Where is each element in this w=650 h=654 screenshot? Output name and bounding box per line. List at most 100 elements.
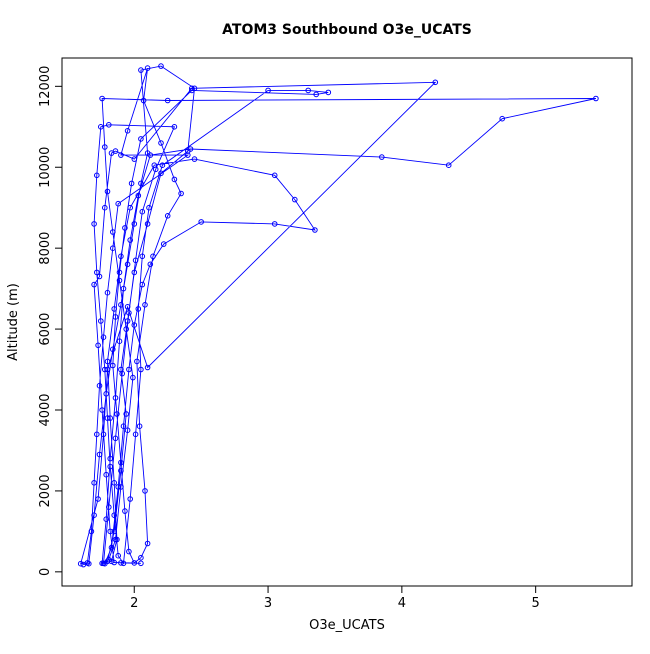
data-point [126, 548, 132, 555]
data-point [100, 560, 107, 567]
data-point [171, 124, 178, 130]
data-point [95, 342, 101, 349]
data-point [138, 554, 144, 561]
data-point [124, 304, 131, 310]
data-point [122, 225, 128, 231]
data-point [110, 362, 116, 369]
plot-box [61, 57, 633, 587]
data-point [191, 156, 198, 162]
data-point [100, 334, 107, 341]
data-point [135, 306, 142, 312]
data-point [124, 318, 131, 324]
x-tick-label: 3 [264, 596, 272, 611]
data-point [106, 122, 112, 128]
data-point [118, 560, 124, 566]
data-point [499, 115, 506, 122]
data-point [139, 208, 146, 215]
data-point [171, 176, 178, 183]
data-point [305, 87, 312, 94]
data-point [114, 411, 120, 417]
data-point [112, 314, 119, 320]
data-point [118, 484, 124, 490]
data-point [106, 504, 112, 510]
data-point [110, 346, 116, 353]
data-point [122, 508, 128, 514]
data-point [107, 455, 113, 462]
ticks-layer: 2 3 4 5 0 2000 4000 6000 8000 10000 12000 [38, 66, 540, 611]
data-point [111, 512, 117, 519]
data-point [118, 459, 124, 466]
data-point [111, 559, 117, 566]
data-point [99, 95, 105, 102]
data-point [313, 91, 320, 98]
data-point [127, 496, 133, 502]
data-point [265, 87, 271, 94]
data-point [96, 382, 103, 389]
data-point [130, 374, 136, 381]
data-point [115, 484, 121, 490]
data-point [131, 221, 138, 227]
data-point [159, 162, 166, 168]
data-point [152, 166, 159, 173]
data-point [126, 366, 132, 373]
x-axis-label: O3e_UCATS [309, 618, 385, 633]
data-polyline [80, 65, 596, 566]
data-point [144, 540, 151, 547]
y-tick-label: 6000 [38, 313, 53, 346]
data-point [107, 528, 113, 535]
x-tick-label: 2 [130, 596, 138, 611]
y-tick-label: 12000 [38, 66, 53, 107]
data-point [147, 261, 154, 268]
data-point [84, 560, 91, 566]
data-point [132, 431, 139, 438]
data-point [144, 364, 151, 371]
data-point [104, 358, 111, 365]
data-point [116, 338, 123, 345]
data-point [104, 366, 111, 373]
y-tick-label: 8000 [38, 232, 53, 265]
data-point [178, 190, 184, 197]
data-point [189, 85, 195, 92]
data-point [124, 261, 131, 268]
data-point [112, 536, 119, 543]
data-point [116, 277, 123, 284]
data-point [139, 253, 146, 260]
data-point [164, 97, 171, 104]
series-layer [77, 63, 599, 568]
data-point [99, 407, 105, 413]
data-point [123, 411, 129, 417]
data-point [103, 391, 109, 397]
data-point [136, 423, 143, 430]
data-point [118, 152, 124, 158]
data-point [158, 63, 164, 69]
data-point [144, 65, 151, 71]
data-point [150, 253, 156, 260]
data-point [445, 162, 452, 168]
data-point [126, 310, 132, 316]
data-point [144, 221, 151, 227]
data-point [379, 154, 385, 160]
data-point [107, 415, 113, 421]
data-point [102, 366, 108, 373]
y-axis-label: Altitude (m) [6, 283, 21, 361]
data-point [135, 192, 142, 199]
data-point [91, 281, 97, 288]
data-point [134, 358, 140, 365]
chart-title: ATOM3 Southbound O3e_UCATS [222, 22, 472, 38]
data-point [593, 95, 599, 102]
data-point [107, 463, 113, 470]
y-tick-label: 10000 [38, 147, 53, 188]
data-point [189, 87, 195, 94]
data-point [140, 97, 147, 104]
data-point [312, 227, 318, 233]
data-point [158, 170, 164, 177]
data-point [112, 395, 119, 401]
data-point [110, 245, 116, 251]
data-point [77, 560, 84, 567]
data-point [91, 221, 97, 227]
y-tick-label: 4000 [38, 393, 53, 426]
data-point [100, 431, 107, 438]
data-point [127, 237, 133, 243]
data-point [104, 289, 111, 296]
